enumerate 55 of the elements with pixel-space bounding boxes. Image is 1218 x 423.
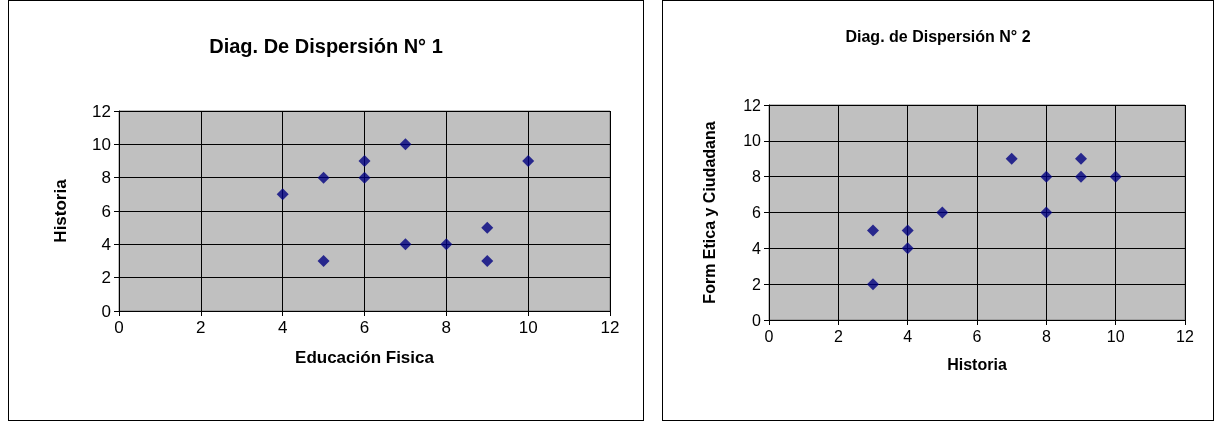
point xyxy=(317,255,330,267)
point xyxy=(276,188,289,201)
point xyxy=(901,242,914,255)
y-tick-label: 4 xyxy=(752,239,762,257)
y-axis-title: Form Etica y Ciudadana xyxy=(700,121,718,304)
x-tick-label: 12 xyxy=(1176,327,1194,345)
y-tick-label: 6 xyxy=(101,201,111,221)
x-tick-label: 10 xyxy=(518,318,538,337)
x-tick-label: 0 xyxy=(114,318,124,337)
x-tick-label: 6 xyxy=(359,318,370,337)
x-tick-label: 10 xyxy=(1106,327,1125,345)
y-tick-label: 2 xyxy=(752,275,762,293)
point xyxy=(481,221,494,234)
point xyxy=(399,238,412,251)
point xyxy=(1075,152,1087,165)
point xyxy=(936,206,949,219)
y-tick-label: 8 xyxy=(101,168,111,188)
y-axis-title: Historia xyxy=(51,178,70,243)
point xyxy=(1040,170,1053,183)
point xyxy=(358,171,371,184)
point xyxy=(317,171,330,184)
point xyxy=(522,155,535,167)
x-tick-label: 4 xyxy=(903,327,913,345)
point xyxy=(1075,170,1087,183)
point xyxy=(1005,152,1018,165)
point xyxy=(440,238,453,251)
x-tick-label: 2 xyxy=(196,318,206,337)
point xyxy=(358,155,371,167)
x-tick-label: 8 xyxy=(1041,327,1051,345)
point xyxy=(1040,206,1053,219)
y-tick-label: 8 xyxy=(752,168,762,186)
y-tick-label: 4 xyxy=(101,234,111,254)
y-tick-label: 6 xyxy=(752,204,762,221)
y-tick-label: 10 xyxy=(92,134,111,154)
x-tick-label: 8 xyxy=(441,318,452,337)
chart-title: Diag. De Dispersión N° 1 xyxy=(209,35,443,57)
x-tick-label: 2 xyxy=(833,327,843,345)
x-tick-label: 4 xyxy=(277,318,288,337)
chart-title: Diag. de Dispersión N° 2 xyxy=(845,27,1031,45)
x-axis-title: Educación Fisica xyxy=(295,348,435,367)
point xyxy=(867,278,879,291)
x-tick-label: 12 xyxy=(600,318,620,337)
point xyxy=(901,224,914,237)
x-tick-label: 6 xyxy=(972,327,982,345)
y-tick-label: 10 xyxy=(743,132,762,150)
y-tick-label: 12 xyxy=(92,101,111,121)
x-axis-title: Historia xyxy=(947,355,1007,373)
x-tick-label: 0 xyxy=(764,327,774,345)
point xyxy=(399,138,412,151)
y-tick-label: 0 xyxy=(101,301,111,321)
y-tick-label: 12 xyxy=(743,96,762,114)
point xyxy=(1109,170,1122,183)
y-tick-label: 2 xyxy=(101,268,111,288)
point xyxy=(481,255,494,267)
point xyxy=(867,224,879,237)
